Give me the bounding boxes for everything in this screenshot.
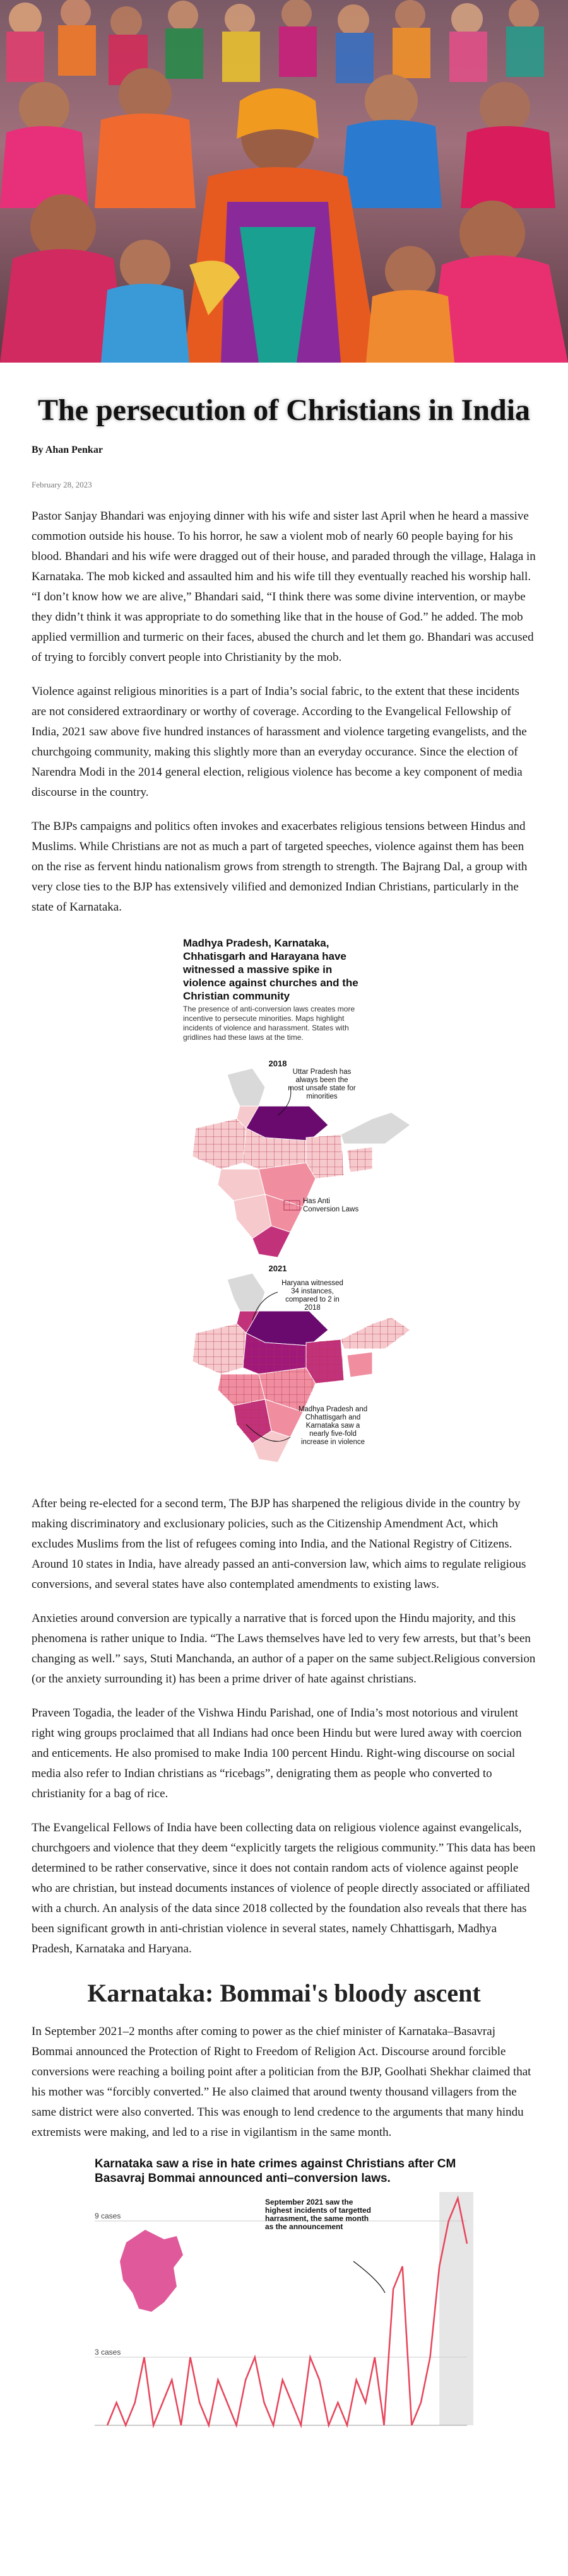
byline[interactable]: By Ahan Penkar <box>32 445 103 455</box>
india-map-2018-svg <box>192 1068 411 1258</box>
annotation-madhya-pradesh: Madhya Pradesh and Chhattisgarh and Karn… <box>298 1406 368 1446</box>
series-line <box>106 2195 468 2428</box>
section-heading: Karnataka: Bommai's bloody ascent <box>87 1979 481 2007</box>
annotation-arrow <box>353 2261 386 2293</box>
paragraph: After being re-elected for a second term… <box>32 1497 526 1591</box>
annotation-haryana: Haryana witnessed 34 instances, compared… <box>281 1279 343 1312</box>
map-graphic-subtitle: The presence of anti-conversion laws cre… <box>183 1005 355 1042</box>
map-graphic: Madhya Pradesh, Karnataka, Chhatisgarh a… <box>183 936 423 1488</box>
india-map-2021: Haryana witnessed 34 instances, compared… <box>183 1273 435 1488</box>
article-title: The persecution of Christians in India <box>37 393 531 427</box>
paragraph: Praveen Togadia, the leader of the Vishw… <box>32 1706 522 1800</box>
karnataka-chart: Karnataka saw a rise in hate crimes agai… <box>88 2157 480 2433</box>
karnataka-shape <box>120 2230 183 2312</box>
paragraph: Pastor Sanjay Bhandari was enjoying dinn… <box>32 510 536 664</box>
annotation-uttar-pradesh: Uttar Pradesh has always been the most u… <box>288 1068 356 1100</box>
map-graphic-title: Madhya Pradesh, Karnataka, Chhatisgarh a… <box>183 937 358 1002</box>
article: The persecution of Christians in India B… <box>0 393 568 2433</box>
y-tick-label: 9 cases <box>95 2212 121 2220</box>
map-year-2021: 2021 <box>268 1264 287 1273</box>
paragraph: The Evangelical Fellows of India have be… <box>32 1821 536 1955</box>
paragraph: Anxieties around conversion are typicall… <box>32 1612 536 1686</box>
publish-date: February 28, 2023 <box>32 480 92 489</box>
paragraph: Violence against religious minorities is… <box>32 685 527 799</box>
legend-anti-conversion: Has Anti Conversion Laws <box>303 1198 359 1213</box>
india-map-2021-svg <box>192 1273 411 1463</box>
crowd-illustration <box>0 0 568 363</box>
paragraph: In September 2021–2 months after coming … <box>32 2025 531 2139</box>
paragraph: The BJPs campaigns and politics often in… <box>32 820 528 914</box>
chart-annotation: September 2021 saw the highest incidents… <box>265 2198 372 2231</box>
chart-svg: 9 cases 3 cases <box>95 2192 473 2428</box>
chart-title: Karnataka saw a rise in hate crimes agai… <box>95 2157 456 2185</box>
map-year-2018: 2018 <box>268 1059 287 1068</box>
hero-photo <box>0 0 568 363</box>
india-map-2018: Uttar Pradesh has always been the most u… <box>183 1068 435 1258</box>
highlight-band <box>439 2192 473 2425</box>
y-tick-label: 3 cases <box>95 2348 121 2357</box>
